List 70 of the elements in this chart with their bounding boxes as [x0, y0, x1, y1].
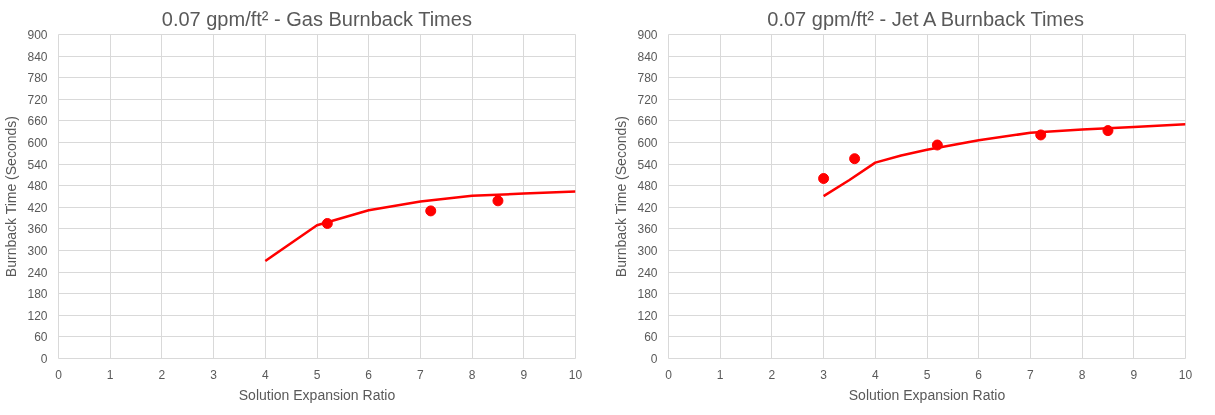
x-tick-label: 0 — [55, 367, 63, 382]
x-tick-label: 3 — [820, 367, 828, 382]
x-tick-label: 6 — [365, 367, 373, 382]
y-tick-label: 900 — [637, 28, 658, 42]
point — [818, 173, 830, 184]
x-tick-label: 10 — [568, 367, 583, 382]
x-tick-label: 10 — [1178, 367, 1193, 382]
y-tick-label: 360 — [27, 222, 48, 237]
y-tick-label: 240 — [27, 265, 48, 280]
line-series — [264, 190, 576, 263]
y-tick-label: 660 — [27, 114, 48, 129]
y-axis-title: Burnback Time (Seconds) — [613, 116, 630, 278]
x-tick-label: 9 — [520, 367, 528, 382]
x-tick-label: 5 — [313, 367, 321, 382]
x-tick-label: 4 — [871, 367, 879, 382]
y-tick-label: 240 — [637, 265, 658, 280]
x-tick-label: 7 — [417, 367, 425, 382]
y-tick-label: 540 — [637, 157, 658, 172]
y-tick-label: 720 — [27, 92, 48, 107]
y-tick-label: 120 — [637, 308, 658, 323]
y-tick-label: 300 — [637, 244, 658, 258]
x-tick-label: 9 — [1130, 367, 1138, 382]
x-tick-label: 0 — [665, 367, 673, 382]
y-axis-title: Burnback Time (Seconds) — [3, 116, 20, 278]
chart-title: 0.07 gpm/ft² - Gas Burnback Times — [161, 7, 472, 30]
x-axis-title: Solution Expansion Ratio — [238, 386, 396, 403]
y-tick-label: 840 — [27, 49, 48, 64]
x-tick-label: 8 — [468, 367, 476, 382]
y-tick-label: 180 — [637, 287, 658, 302]
y-tick-label: 600 — [27, 136, 48, 150]
y-tick-label: 480 — [637, 179, 658, 194]
y-tick-label: 780 — [637, 71, 658, 86]
x-tick-label: 6 — [975, 367, 983, 382]
y-tick-label: 0 — [40, 352, 48, 366]
point — [425, 205, 437, 217]
y-tick-label: 420 — [27, 200, 48, 215]
point — [1102, 125, 1114, 137]
x-tick-label: 3 — [210, 367, 218, 382]
y-tick-label: 720 — [637, 92, 658, 107]
y-tick-label: 60 — [644, 330, 658, 345]
point — [931, 139, 943, 151]
x-tick-label: 1 — [716, 367, 724, 382]
x-tick-label: 1 — [106, 367, 114, 382]
chart-title: 0.07 gpm/ft² - Jet A Burnback Times — [767, 7, 1085, 30]
y-tick-label: 540 — [27, 157, 48, 172]
y-tick-label: 180 — [27, 287, 48, 302]
point — [1035, 129, 1047, 141]
x-tick-label: 2 — [158, 367, 166, 382]
x-tick-label: 7 — [1027, 367, 1035, 382]
y-tick-label: 480 — [27, 179, 48, 194]
point — [321, 218, 333, 229]
y-tick-label: 840 — [637, 49, 658, 64]
x-tick-label: 5 — [923, 367, 931, 382]
y-tick-label: 120 — [27, 308, 48, 323]
point — [492, 195, 504, 207]
y-tick-label: 660 — [637, 114, 658, 129]
y-tick-label: 900 — [27, 28, 48, 42]
x-tick-label: 8 — [1078, 367, 1086, 382]
point — [849, 153, 861, 165]
x-tick-label: 4 — [261, 367, 269, 382]
y-tick-label: 300 — [27, 244, 48, 258]
line-series — [822, 122, 1186, 198]
y-tick-label: 60 — [34, 330, 48, 345]
y-tick-label: 780 — [27, 71, 48, 86]
y-tick-label: 0 — [650, 352, 658, 366]
x-tick-label: 2 — [768, 367, 776, 382]
y-tick-label: 420 — [637, 200, 658, 215]
y-tick-label: 360 — [637, 222, 658, 237]
y-tick-label: 600 — [637, 136, 658, 150]
x-axis-title: Solution Expansion Ratio — [848, 386, 1006, 403]
